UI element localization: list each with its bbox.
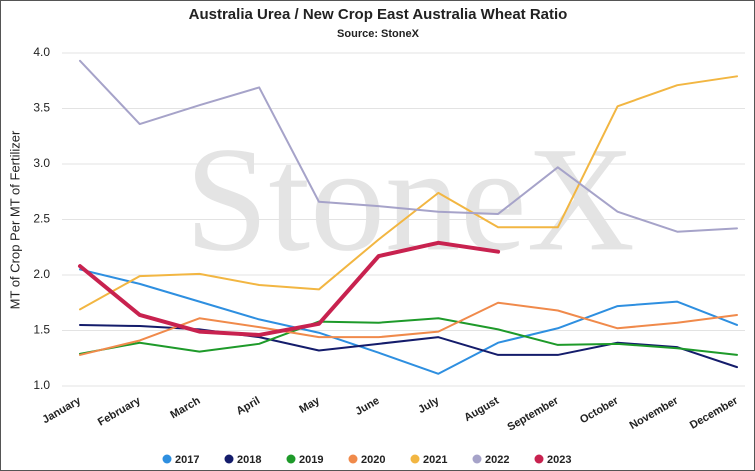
series-line xyxy=(79,317,738,356)
legend-marker xyxy=(286,454,296,464)
series-line xyxy=(79,301,738,356)
series-line xyxy=(79,75,738,311)
legend-label: 2018 xyxy=(237,454,261,466)
legend-marker xyxy=(534,454,544,464)
y-tick-label: 3.5 xyxy=(33,101,50,115)
legend-label: 2022 xyxy=(485,454,509,466)
series-line xyxy=(79,268,738,375)
chart-title: Australia Urea / New Crop East Australia… xyxy=(189,6,568,23)
y-tick-label: 4.0 xyxy=(33,45,50,59)
legend-marker xyxy=(348,454,358,464)
y-tick-label: 3.0 xyxy=(33,156,50,170)
series-line xyxy=(78,240,501,337)
legend-label: 2023 xyxy=(547,454,571,466)
legend-label: 2021 xyxy=(423,454,447,466)
legend-label: 2019 xyxy=(299,454,323,466)
legend-label: 2017 xyxy=(175,454,199,466)
y-axis-label: MT of Crop Per MT of Fertilizer xyxy=(7,130,22,309)
y-tick-label: 2.5 xyxy=(33,212,50,226)
legend-label: 2020 xyxy=(361,454,385,466)
watermark: StoneX xyxy=(185,116,635,282)
chart-subtitle: Source: StoneX xyxy=(337,28,420,40)
y-tick-label: 2.0 xyxy=(33,267,50,281)
legend-marker xyxy=(162,454,172,464)
series-line xyxy=(79,59,738,233)
y-tick-label: 1.0 xyxy=(33,378,50,392)
y-tick-label: 1.5 xyxy=(33,323,50,337)
legend-marker xyxy=(472,454,482,464)
legend-marker xyxy=(224,454,234,464)
legend-marker xyxy=(410,454,420,464)
